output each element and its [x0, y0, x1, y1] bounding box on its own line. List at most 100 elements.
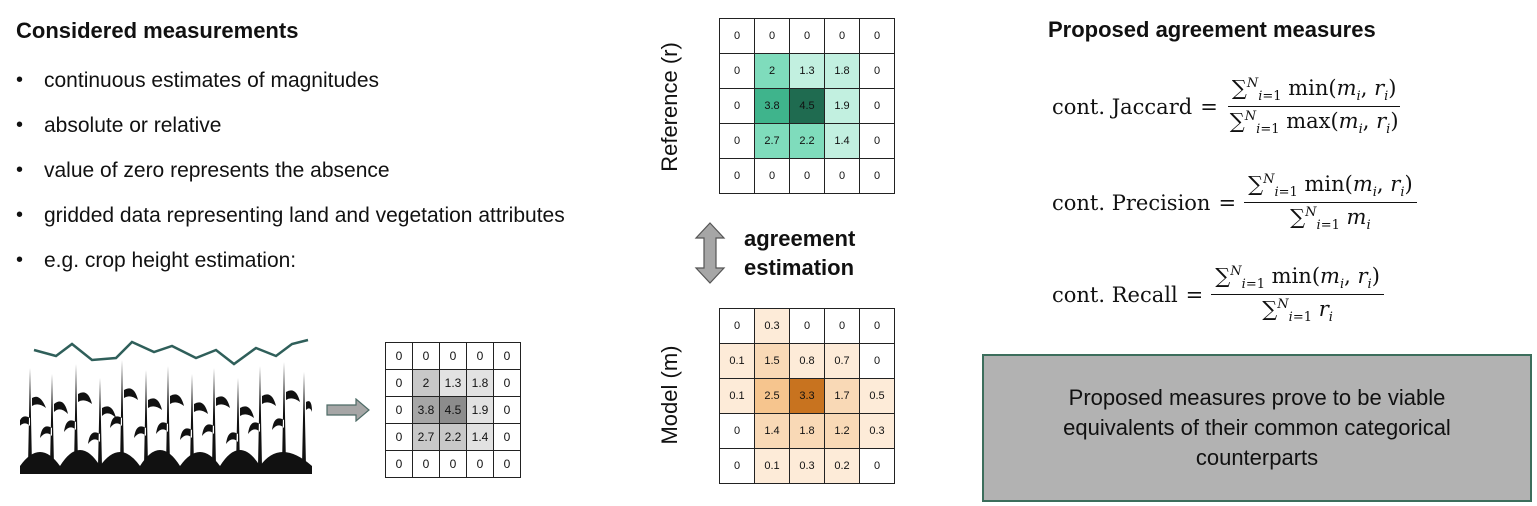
reference-grid: 0 0 0 0 0 0 2 1.3 1.8 0 0 3.8 4.5 1.9 0 0 2.7 2.2 1.4 0 0 0 0 0…	[719, 18, 895, 194]
grid-cell: 1.4	[754, 413, 790, 449]
bullet-icon: •	[16, 69, 24, 91]
grid-cell: 0.3	[859, 413, 895, 449]
grid-cell: 0.1	[719, 343, 755, 379]
grid-cell: 0	[859, 88, 895, 124]
grid-cell: 2.5	[754, 378, 790, 414]
grid-cell: 0	[719, 18, 755, 54]
grid-cell: 0.3	[754, 308, 790, 344]
grid-cell: 0	[412, 450, 440, 478]
grid-cell: 2	[754, 53, 790, 89]
bullet-item: • e.g. crop height estimation:	[16, 238, 576, 283]
grid-cell: 1.9	[466, 396, 494, 424]
grid-cell: 4.5	[439, 396, 467, 424]
grid-cell: 1.7	[824, 378, 860, 414]
grid-cell: 0	[859, 18, 895, 54]
agreement-estimation-label: agreement estimation	[744, 224, 855, 282]
grid-row: 0 2 1.3 1.8 0	[385, 369, 521, 397]
grid-cell: 0	[493, 369, 521, 397]
grid-cell: 0	[412, 342, 440, 370]
bullet-icon: •	[16, 159, 24, 181]
grid-cell: 0	[439, 450, 467, 478]
grid-cell: 0.2	[824, 448, 860, 484]
conclusion-box: Proposed measures prove to be viable equ…	[982, 354, 1532, 502]
grid-cell: 2.2	[439, 423, 467, 451]
grid-cell: 1.2	[824, 413, 860, 449]
agreement-label-line2: estimation	[744, 255, 855, 280]
recall-name: cont. Recall	[1052, 282, 1178, 307]
grid-cell: 0	[859, 158, 895, 194]
grid-row: 0 3.8 4.5 1.9 0	[385, 396, 521, 424]
grid-cell: 4.5	[789, 88, 825, 124]
bullet-text: gridded data representing land and veget…	[44, 204, 565, 227]
grid-cell: 3.3	[789, 378, 825, 414]
grid-row: 0 2.7 2.2 1.4 0	[385, 423, 521, 451]
grid-row: 0 2 1.3 1.8 0	[719, 53, 895, 89]
grid-cell: 2.7	[754, 123, 790, 159]
grid-cell: 2.7	[412, 423, 440, 451]
precision-formula: cont. Precision = ∑Ni=1 min(mi, ri) ∑Ni=…	[1052, 172, 1417, 233]
grid-cell: 0	[493, 450, 521, 478]
jaccard-formula: cont. Jaccard = ∑Ni=1 min(mi, ri) ∑Ni=1 …	[1052, 76, 1401, 138]
grid-cell: 2.2	[789, 123, 825, 159]
grid-cell: 1.8	[824, 53, 860, 89]
proposed-measures-title: Proposed agreement measures	[1048, 17, 1376, 42]
bullet-icon: •	[16, 249, 24, 271]
grid-cell: 0	[859, 448, 895, 484]
grid-cell: 3.8	[754, 88, 790, 124]
grid-cell: 0	[824, 18, 860, 54]
grid-row: 0 2.7 2.2 1.4 0	[719, 123, 895, 159]
crop-height-grid: 0 0 0 0 0 0 2 1.3 1.8 0 0 3.8 4.5 1.9 0 0 2.7 2.2 1.4 0 0 0 0 0…	[385, 342, 521, 478]
grid-cell: 0.3	[789, 448, 825, 484]
bullet-item: • value of zero represents the absence	[16, 148, 576, 193]
grid-cell: 1.5	[754, 343, 790, 379]
grid-row: 0 0.3 0 0 0	[719, 308, 895, 344]
grid-cell: 0	[719, 123, 755, 159]
grid-cell: 0	[719, 158, 755, 194]
model-grid: 0 0.3 0 0 0 0.1 1.5 0.8 0.7 0 0.1 2.5 3.3 1.7 0.5 0 1.4 1…	[719, 308, 895, 484]
right-arrow-icon	[326, 398, 370, 422]
grid-cell: 0.1	[719, 378, 755, 414]
grid-cell: 0	[824, 308, 860, 344]
grid-cell: 0	[385, 423, 413, 451]
grid-cell: 0.7	[824, 343, 860, 379]
grid-cell: 0	[719, 308, 755, 344]
bullet-item: • continuous estimates of magnitudes	[16, 58, 576, 103]
grid-cell: 0.1	[754, 448, 790, 484]
grid-cell: 0	[385, 396, 413, 424]
grid-cell: 0	[719, 88, 755, 124]
measurement-bullet-list: • continuous estimates of magnitudes • abs…	[16, 58, 576, 283]
grid-cell: 0	[754, 18, 790, 54]
bullet-text: absolute or relative	[44, 114, 222, 137]
grid-cell: 1.8	[466, 369, 494, 397]
grid-cell: 0	[466, 342, 494, 370]
grid-cell: 0	[719, 413, 755, 449]
grid-cell: 0	[859, 53, 895, 89]
grid-cell: 0	[789, 18, 825, 54]
bullet-item: • absolute or relative	[16, 103, 576, 148]
grid-row: 0.1 2.5 3.3 1.7 0.5	[719, 378, 895, 414]
crop-plants	[20, 360, 312, 474]
grid-cell: 0	[859, 123, 895, 159]
model-axis-label: Model (m)	[657, 345, 682, 445]
grid-row: 0 1.4 1.8 1.2 0.3	[719, 413, 895, 449]
grid-cell: 0	[385, 450, 413, 478]
grid-cell: 0	[754, 158, 790, 194]
grid-cell: 0	[493, 342, 521, 370]
grid-cell: 0	[789, 308, 825, 344]
recall-formula: cont. Recall = ∑Ni=1 min(mi, ri) ∑Ni=1 r…	[1052, 264, 1384, 325]
bullet-icon: •	[16, 114, 24, 136]
grid-cell: 1.3	[439, 369, 467, 397]
grid-cell: 1.9	[824, 88, 860, 124]
bullet-item: • gridded data representing land and vege…	[16, 193, 576, 238]
grid-cell: 0	[719, 448, 755, 484]
grid-cell: 0	[719, 53, 755, 89]
grid-row: 0 0.1 0.3 0.2 0	[719, 448, 895, 484]
grid-cell: 1.4	[824, 123, 860, 159]
grid-cell: 0	[859, 308, 895, 344]
grid-cell: 0	[824, 158, 860, 194]
bullet-text: continuous estimates of magnitudes	[44, 69, 380, 92]
grid-cell: 0.8	[789, 343, 825, 379]
grid-cell: 0	[385, 342, 413, 370]
